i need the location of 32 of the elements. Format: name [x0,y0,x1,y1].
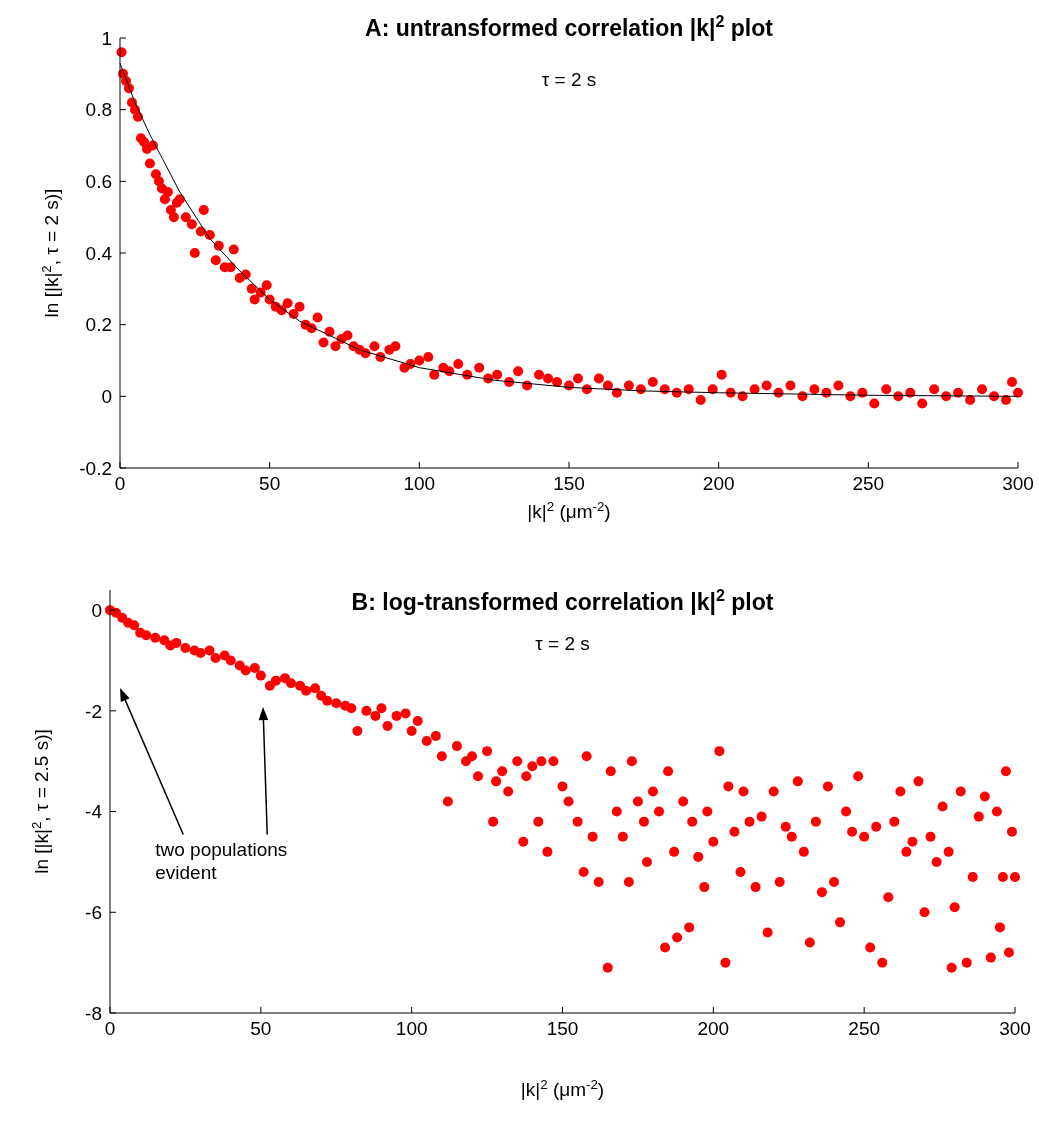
y-tick-label: -6 [85,901,102,923]
annotation: two populations evident [155,839,288,884]
x-tick-label: 200 [702,473,735,494]
x-tick-label: 100 [403,473,436,494]
y-tick-label: -8 [85,1002,102,1024]
x-axis-title: |k|$^{2}$ (μm$^{-2}$) [520,1076,605,1100]
y-tick-label: 0.2 [85,314,112,336]
y-tick-label: 0.4 [85,242,113,264]
x-tick-label: 300 [999,1018,1031,1039]
x-tick-label: 150 [553,473,585,494]
x-tick-label: 50 [250,1018,272,1039]
x-tick-label: 300 [1002,473,1034,494]
y-tick-label: -4 [85,801,103,823]
y-tick-label: 0.8 [85,99,112,121]
x-axis-title: |k|$^{2}$ (μm$^{-2}$) [527,498,611,522]
y-tick-label: 0.6 [85,170,112,192]
y-tick-label: -0.2 [79,457,112,479]
chart-title: B: log-transformed correlation |k|$^{2}$ plot [351,586,774,615]
y-tick-label: 0 [91,599,102,621]
x-tick-label: 200 [697,1018,730,1039]
y-tick-label: 0 [101,385,112,407]
y-tick-label: 1 [101,27,112,49]
x-tick-label: 0 [114,473,126,494]
x-tick-label: 100 [395,1018,428,1039]
y-tick-label: -2 [85,700,102,722]
x-tick-label: 150 [546,1018,579,1039]
text: τ = 2 s [535,633,590,654]
chart-title: A: untransformed correlation |k|$^{2}$ plot [365,12,774,41]
x-tick-label: 250 [852,473,885,494]
x-tick-label: 250 [848,1018,881,1039]
text: τ = 2 s [541,69,597,90]
x-tick-label: 50 [259,473,281,494]
